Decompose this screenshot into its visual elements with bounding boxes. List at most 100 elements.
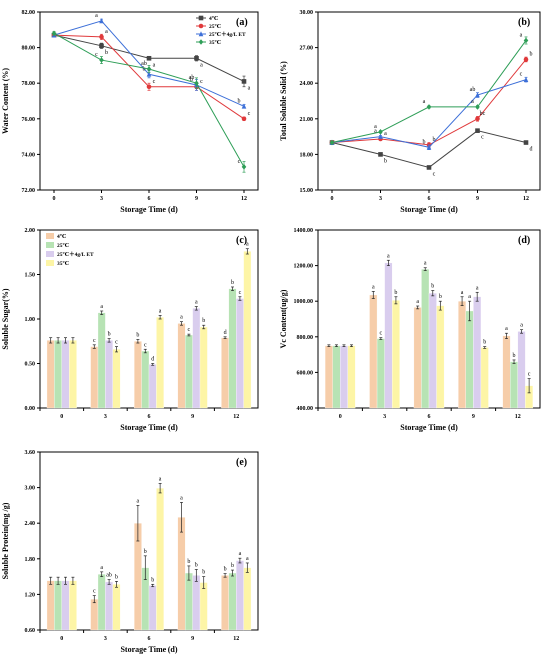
significance-label: c [144, 342, 147, 348]
series-line [331, 79, 527, 148]
y-tick-label: 1.00 [25, 317, 36, 323]
significance-label: b [384, 158, 387, 164]
data-point [241, 103, 247, 109]
bar [156, 488, 164, 631]
bar [156, 317, 164, 409]
bar [502, 335, 511, 409]
data-point [99, 18, 104, 24]
data-point [523, 140, 529, 145]
data-point [426, 165, 432, 170]
significance-label: a [159, 476, 162, 482]
bar [61, 580, 70, 631]
significance-label: a [387, 253, 390, 259]
panel-label: (d) [518, 235, 530, 246]
significance-label: b [202, 318, 205, 324]
significance-label: a [105, 29, 108, 35]
bar [421, 269, 430, 409]
bar [90, 598, 99, 631]
x-tick-label: 6 [428, 414, 431, 420]
data-point [99, 43, 104, 49]
x-tick-label: 6 [148, 636, 151, 642]
bar [199, 582, 208, 631]
significance-label: a [424, 261, 427, 267]
significance-label: a [200, 62, 203, 68]
bar [340, 345, 348, 409]
significance-label: c [528, 372, 531, 378]
bar [112, 349, 121, 409]
series-2: ab aa [340, 253, 526, 409]
bar [69, 580, 77, 631]
significance-label: c [93, 338, 96, 344]
significance-label: b [143, 66, 146, 72]
significance-label: c [200, 79, 203, 85]
bar [177, 323, 186, 409]
significance-label: a [239, 551, 242, 557]
legend-swatch [46, 242, 54, 248]
data-point [523, 57, 529, 62]
data-point [475, 128, 480, 133]
x-tick-label: 9 [191, 414, 194, 420]
legend-entry: 25℃＋4g/L ET [209, 31, 246, 38]
bar [376, 338, 385, 409]
bar [112, 584, 121, 631]
x-tick-label: 0 [339, 414, 342, 420]
y-axis-label: Soluble Sugar(%) [1, 288, 10, 349]
legend-swatch [46, 251, 54, 257]
bar [243, 251, 252, 409]
y-tick-label: 21.00 [300, 117, 314, 123]
x-tick-label: 3 [104, 636, 107, 642]
significance-label: b [530, 51, 533, 57]
y-tick-label: 74.00 [22, 152, 36, 158]
significance-label: c [95, 52, 98, 58]
bar [97, 312, 106, 409]
significance-label: a [423, 99, 426, 105]
bar [228, 572, 237, 631]
bar [177, 517, 186, 631]
series-2: b d a c [61, 290, 244, 409]
y-tick-label: 1.20 [25, 592, 36, 598]
y-tick-label: 3.60 [25, 450, 36, 456]
significance-label: ab [141, 61, 147, 67]
y-tick-label: 1400.00 [294, 228, 314, 234]
significance-label: b [202, 570, 205, 576]
data-point [146, 55, 152, 61]
x-tick-label: 3 [383, 414, 386, 420]
bar [324, 345, 333, 409]
y-tick-label: 2.40 [25, 521, 36, 527]
y-tick-label: 24.00 [300, 81, 314, 87]
y-tick-label: 30.00 [300, 10, 314, 16]
y-tick-label: 800.00 [297, 335, 314, 341]
bar [243, 567, 252, 631]
significance-label: b [433, 137, 436, 143]
y-tick-label: 15.00 [300, 188, 314, 194]
significance-label: a [137, 498, 140, 504]
x-tick-label: 12 [233, 636, 239, 642]
significance-label: b [483, 340, 486, 346]
data-point [241, 164, 247, 170]
bar [480, 347, 489, 409]
significance-label: d [224, 330, 227, 336]
significance-label: a [159, 308, 162, 314]
significance-label: a [248, 85, 251, 91]
x-tick-label: 9 [476, 196, 479, 202]
significance-label: ab [106, 573, 112, 579]
y-tick-label: 600.00 [297, 370, 314, 376]
data-point [241, 79, 247, 84]
y-tick-label: 82.00 [22, 10, 36, 16]
bar [517, 331, 526, 409]
bar [54, 580, 62, 631]
significance-label: c [238, 159, 241, 165]
significance-label: a [520, 32, 523, 38]
x-tick-label: 12 [233, 414, 239, 420]
series-0: b c c d [329, 128, 533, 177]
significance-label: d [151, 357, 154, 363]
x-tick-label: 3 [100, 196, 103, 202]
bar [369, 294, 378, 409]
data-point [241, 116, 247, 122]
panel-label: (b) [518, 17, 530, 28]
